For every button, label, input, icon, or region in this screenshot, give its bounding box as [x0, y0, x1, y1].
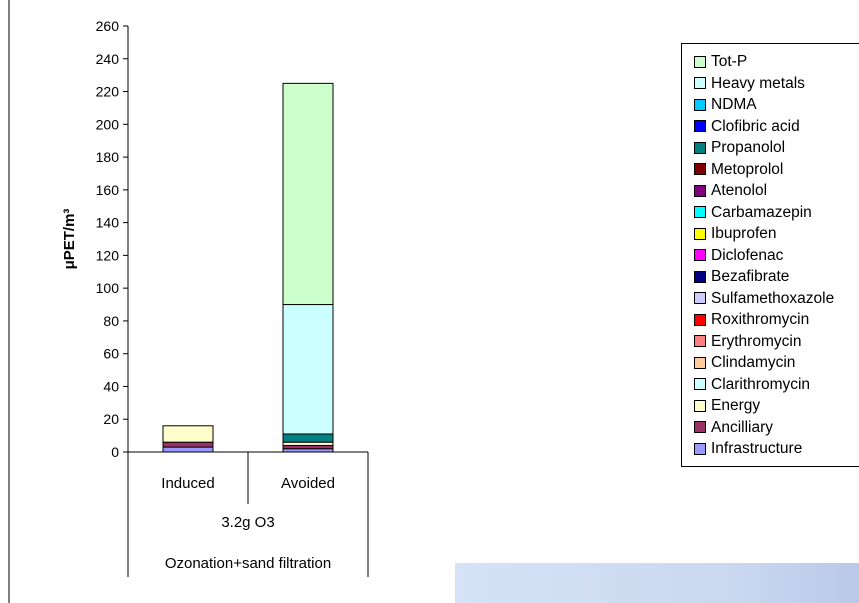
footer-bar — [455, 563, 859, 603]
legend-item: NDMA — [694, 94, 859, 116]
y-tick-label: 120 — [96, 247, 120, 263]
bar-segment — [282, 82, 334, 306]
legend-swatch — [694, 313, 706, 326]
legend-label: Sulfamethoxazole — [711, 289, 835, 307]
legend-label: Erythromycin — [711, 332, 802, 350]
legend-item: Clofibric acid — [694, 116, 859, 138]
legend-swatch — [694, 421, 706, 434]
bar-segment — [282, 304, 334, 435]
legend-label: Propanolol — [711, 139, 786, 156]
y-tick-label: 160 — [96, 182, 120, 198]
y-tick-label: 80 — [103, 313, 119, 329]
legend-swatch — [694, 227, 706, 240]
legend-swatch — [694, 335, 706, 348]
y-tick-label: 200 — [96, 116, 120, 132]
y-tick-label: 60 — [103, 346, 119, 362]
legend-item: Diclofenac — [694, 245, 859, 267]
chart: 0 20 40 60 80 100 120 140 160 180 200 220 240 260 μPET… — [8, 0, 369, 603]
y-axis-title: μPET/m³ — [61, 209, 78, 270]
legend-swatch — [694, 442, 706, 455]
legend-label: Bezafibrate — [711, 268, 790, 285]
legend-item: Clarithromycin — [694, 374, 859, 396]
bar-segment — [282, 433, 334, 443]
outer-group-label: Ozonation+sand filtration — [165, 555, 331, 572]
legend-label: Ibuprofen — [711, 225, 777, 242]
group-label: 3.2g O3 — [221, 514, 274, 531]
legend-item: Sulfamethoxazole — [694, 288, 859, 310]
legend-label: Clindamycin — [711, 354, 796, 371]
legend-swatch — [694, 55, 706, 68]
legend-swatch — [694, 292, 706, 305]
legend-item: Propanolol — [694, 137, 859, 159]
y-tick-label: 260 — [96, 18, 120, 34]
legend-item: Roxithromycin — [694, 309, 859, 331]
legend-label: Clarithromycin — [711, 375, 811, 393]
bar-segment — [162, 446, 214, 453]
y-tick-label: 100 — [96, 280, 120, 296]
legend-swatch — [694, 378, 706, 391]
y-tick-label: 240 — [96, 51, 120, 67]
x-tick-label: Avoided — [281, 475, 335, 492]
bar-segment — [162, 441, 214, 448]
y-tick-label: 180 — [96, 149, 120, 165]
legend-label: NDMA — [711, 96, 757, 113]
x-tick-label: Induced — [161, 475, 214, 492]
y-tick-label: 220 — [96, 84, 120, 100]
legend-item: Heavy metals — [694, 73, 859, 95]
legend-label: Energy — [711, 397, 761, 414]
legend-swatch — [694, 399, 706, 412]
legend-swatch — [694, 356, 706, 369]
y-tick-label: 20 — [103, 411, 119, 427]
legend-item: Clindamycin — [694, 352, 859, 374]
legend-item: Ancilliary — [694, 417, 859, 439]
legend-swatch — [694, 184, 706, 197]
legend-item: Erythromycin — [694, 331, 859, 353]
legend-swatch — [694, 98, 706, 111]
legend-label: Ancilliary — [711, 418, 774, 436]
legend-label: Heavy metals — [711, 74, 805, 92]
legend-swatch — [694, 77, 706, 90]
legend-swatch — [694, 141, 706, 154]
legend-item: Bezafibrate — [694, 266, 859, 288]
legend-swatch — [694, 120, 706, 133]
legend-item: Tot-P — [694, 51, 859, 73]
legend-item: Carbamazepin — [694, 202, 859, 224]
legend: Tot-P Heavy metals NDMA Clofibric acid Propa… — [681, 43, 859, 467]
legend-item: Metoprolol — [694, 159, 859, 181]
legend-swatch — [694, 206, 706, 219]
y-tick-label: 0 — [111, 444, 119, 460]
legend-label: Roxithromycin — [711, 311, 810, 328]
legend-item: Atenolol — [694, 180, 859, 202]
y-tick-label: 140 — [96, 215, 120, 231]
legend-label: Diclofenac — [711, 246, 784, 264]
bar-segment — [162, 425, 214, 443]
legend-label: Carbamazepin — [711, 203, 812, 221]
legend-item: Ibuprofen — [694, 223, 859, 245]
legend-swatch — [694, 163, 706, 176]
legend-label: Tot-P — [711, 53, 748, 70]
legend-label: Atenolol — [711, 182, 768, 199]
legend-label: Metoprolol — [711, 160, 784, 178]
y-tick-label: 40 — [103, 378, 119, 394]
legend-item: Infrastructure — [694, 438, 859, 460]
legend-swatch — [694, 249, 706, 262]
legend-label: Clofibric acid — [711, 117, 800, 135]
legend-swatch — [694, 270, 706, 283]
legend-item: Energy — [694, 395, 859, 417]
legend-label: Infrastructure — [711, 440, 803, 457]
